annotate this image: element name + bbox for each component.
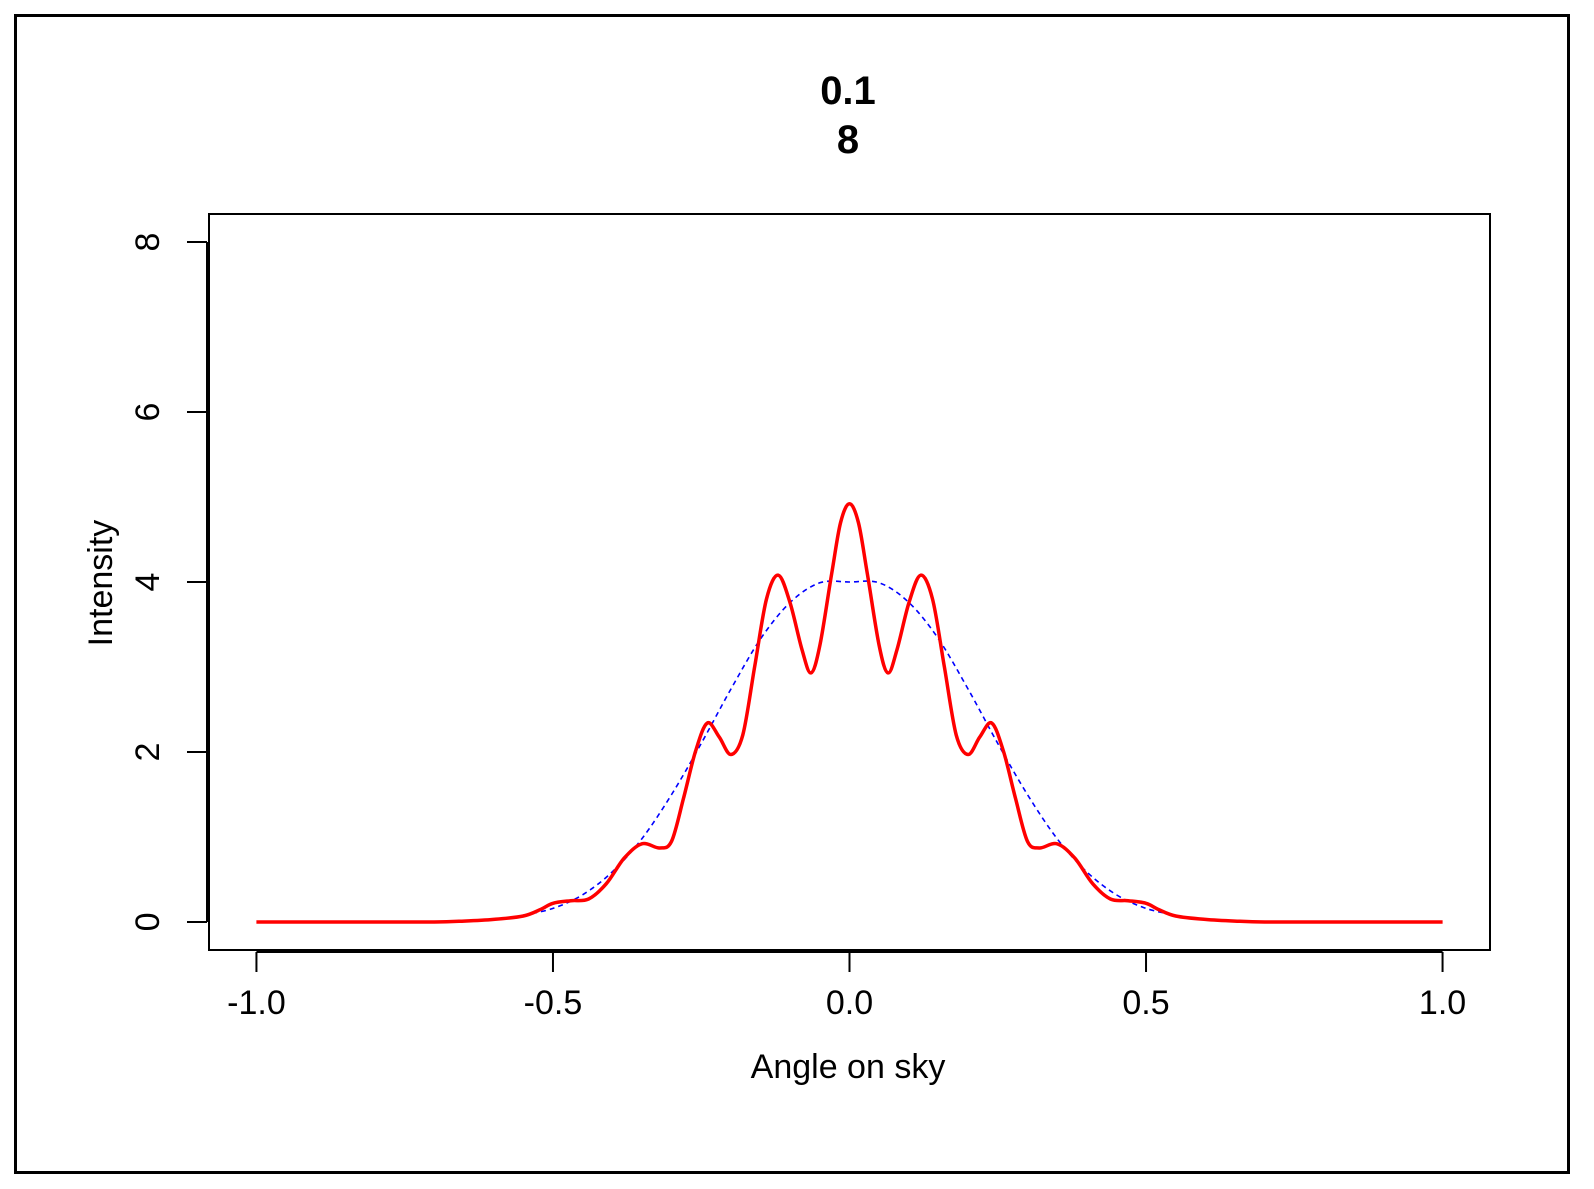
- x-tick-label: 0.5: [1122, 984, 1169, 1022]
- chart-title: 0.1 8: [820, 69, 876, 162]
- dashed-series-line: [523, 580, 1176, 916]
- x-axis-label: Angle on sky: [751, 1048, 946, 1086]
- x-axis: -1.0 -0.5 0.0 0.5 1.0: [227, 951, 1466, 1022]
- x-tick-label: -1.0: [227, 984, 286, 1022]
- y-axis: 0 2 4 6 8: [129, 233, 208, 931]
- chart-title-line-1: 0.1: [820, 69, 876, 113]
- figure-frame: [14, 14, 1570, 1174]
- plot-area-border: [208, 213, 1491, 951]
- x-tick-label: -0.5: [524, 984, 583, 1022]
- solid-series-line: [256, 502, 1443, 924]
- y-tick-label: 0: [129, 912, 167, 931]
- x-tick-label: 0.0: [826, 984, 873, 1022]
- y-tick-label: 2: [129, 743, 167, 762]
- chart-title-line-2: 8: [837, 118, 859, 162]
- y-axis-label: Intensity: [82, 520, 120, 647]
- y-tick-label: 6: [129, 403, 167, 422]
- x-tick-label: 1.0: [1419, 984, 1466, 1022]
- series-layer: [256, 502, 1443, 924]
- y-tick-label: 4: [129, 573, 167, 592]
- y-tick-label: 8: [129, 233, 167, 252]
